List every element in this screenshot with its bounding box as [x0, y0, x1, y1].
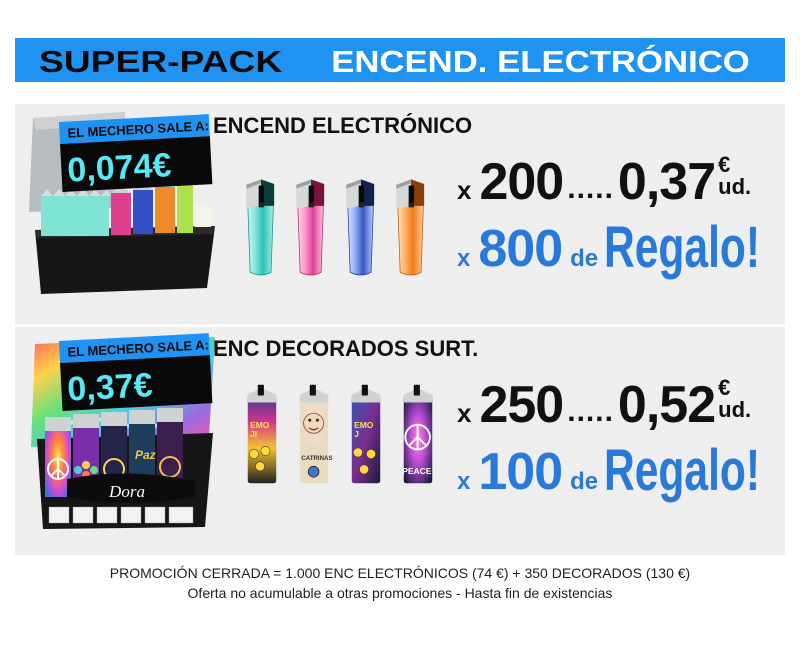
- svg-text:0,074€: 0,074€: [66, 146, 172, 189]
- svg-text:PEACE: PEACE: [402, 466, 431, 476]
- svg-text:CATRINAS: CATRINAS: [301, 455, 332, 462]
- svg-text:Dora: Dora: [108, 482, 145, 501]
- svg-text:J: J: [354, 429, 359, 439]
- svg-text:JI: JI: [250, 429, 257, 439]
- svg-text:0,37€: 0,37€: [66, 366, 153, 408]
- svg-text:Paz: Paz: [135, 448, 156, 462]
